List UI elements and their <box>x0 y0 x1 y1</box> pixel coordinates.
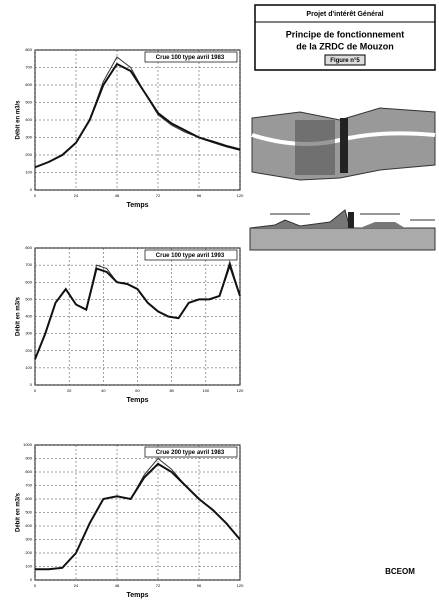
x-tick-label: 24 <box>74 193 79 198</box>
y-axis-label: Débit en m3/s <box>16 492 22 532</box>
y-tick-label: 400 <box>25 117 32 122</box>
y-tick-label: 500 <box>25 510 32 515</box>
y-tick-label: 700 <box>25 262 32 267</box>
y-tick-label: 500 <box>25 100 32 105</box>
doc-title: de la ZRDC de Mouzon <box>296 41 394 51</box>
org: Projet d'intérêt Général <box>306 11 383 18</box>
x-tick-label: 48 <box>115 583 120 588</box>
x-tick-label: 120 <box>237 583 244 588</box>
x-axis-label: Temps <box>126 397 148 404</box>
chart-title: Crue 100 type avril 1983 <box>156 55 225 61</box>
y-tick-label: 600 <box>25 496 32 501</box>
y-tick-label: 700 <box>25 483 32 488</box>
y-tick-label: 800 <box>25 245 32 250</box>
x-axis-label: Temps <box>126 202 148 209</box>
page: Projet d'intérêt Général Principe de fon… <box>0 0 439 609</box>
x-tick-label: 60 <box>135 388 140 393</box>
y-axis-label: Débit en m3/s <box>16 296 22 336</box>
footer-company: BCEOM <box>385 567 415 576</box>
x-tick-label: 72 <box>156 193 161 198</box>
y-tick-label: 1000 <box>23 442 33 447</box>
chart-title: Crue 200 type avril 1983 <box>156 450 225 456</box>
y-tick-label: 300 <box>25 537 32 542</box>
y-tick-label: 800 <box>25 469 32 474</box>
x-tick-label: 100 <box>202 388 209 393</box>
x-axis-label: Temps <box>126 592 148 599</box>
y-tick-label: 700 <box>25 65 32 70</box>
y-tick-label: 300 <box>25 331 32 336</box>
x-tick-label: 20 <box>67 388 72 393</box>
x-tick-label: 80 <box>169 388 174 393</box>
y-tick-label: 100 <box>25 564 32 569</box>
y-tick-label: 400 <box>25 523 32 528</box>
y-tick-label: 100 <box>25 365 32 370</box>
x-tick-label: 120 <box>237 388 244 393</box>
x-tick-label: 96 <box>197 583 202 588</box>
x-tick-label: 96 <box>197 193 202 198</box>
x-tick-label: 24 <box>74 583 79 588</box>
x-tick-label: 120 <box>237 193 244 198</box>
y-tick-label: 200 <box>25 348 32 353</box>
y-tick-label: 200 <box>25 152 32 157</box>
x-tick-label: 48 <box>115 193 120 198</box>
chart-title: Crue 100 type avril 1993 <box>156 253 225 259</box>
y-tick-label: 400 <box>25 314 32 319</box>
y-tick-label: 300 <box>25 135 32 140</box>
y-tick-label: 200 <box>25 550 32 555</box>
y-tick-label: 600 <box>25 279 32 284</box>
y-tick-label: 600 <box>25 82 32 87</box>
plot-area <box>35 50 240 190</box>
y-tick-label: 800 <box>25 47 32 52</box>
y-tick-label: 900 <box>25 456 32 461</box>
y-tick-label: 500 <box>25 296 32 301</box>
doc-title: Principe de fonctionnement <box>286 29 405 39</box>
y-axis-label: Débit en m3/s <box>16 100 22 140</box>
figure-label: Figure n°5 <box>330 58 360 64</box>
x-tick-label: 72 <box>156 583 161 588</box>
plot-area <box>35 445 240 580</box>
y-tick-label: 100 <box>25 170 32 175</box>
x-tick-label: 40 <box>101 388 106 393</box>
